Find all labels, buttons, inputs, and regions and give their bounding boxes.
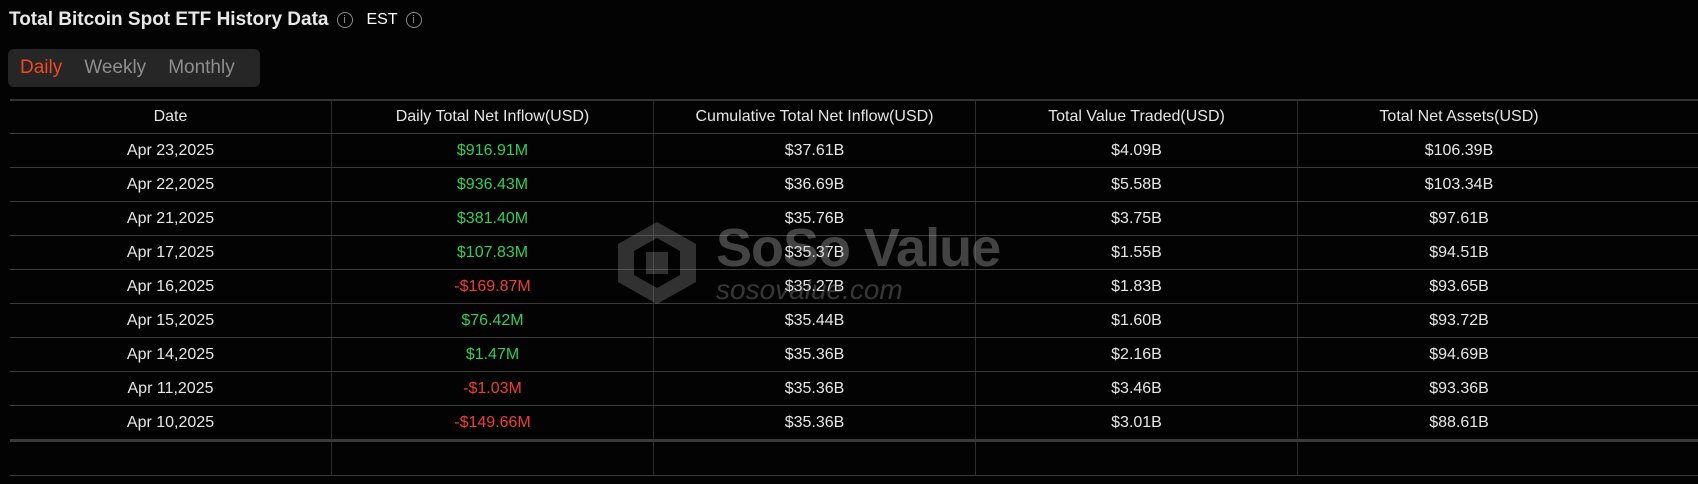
- table-row: Apr 11,2025 -$1.03M $35.36B $3.46B $93.36B: [10, 372, 1698, 406]
- cell-value-traded: $1.83B: [976, 270, 1298, 303]
- cell-date: Apr 17,2025: [10, 236, 332, 269]
- column-header-cumulative-net-inflow[interactable]: Cumulative Total Net Inflow(USD): [654, 101, 976, 133]
- timezone-label: EST: [366, 11, 398, 28]
- cell-value-traded: $3.46B: [976, 372, 1298, 405]
- cell-net-assets: $88.61B: [1429, 413, 1489, 431]
- table-row: Apr 23,2025 $916.91M $37.61B $4.09B $106.39B: [10, 134, 1698, 168]
- cell-value-traded: $4.09B: [976, 134, 1298, 167]
- table-cell: [654, 442, 976, 475]
- table-row: Apr 17,2025 $107.83M $35.37B $1.55B $94.51B: [10, 236, 1698, 270]
- table-cell: [1298, 442, 1620, 475]
- cell-date: Apr 23,2025: [10, 134, 332, 167]
- period-tabs: Daily Weekly Monthly: [8, 49, 260, 87]
- table-row: Apr 15,2025 $76.42M $35.44B $1.60B $93.72B: [10, 304, 1698, 338]
- cell-net-assets: $93.72B: [1429, 311, 1489, 329]
- table-cell: [332, 442, 654, 475]
- cell-daily-net-inflow: $76.42M: [332, 304, 654, 337]
- table-header-row: Date Daily Total Net Inflow(USD) Cumulat…: [10, 101, 1698, 134]
- cell-date: Apr 14,2025: [10, 338, 332, 371]
- cell-date: Apr 11,2025: [10, 372, 332, 405]
- cell-daily-net-inflow: $916.91M: [332, 134, 654, 167]
- cell-cumulative-net-inflow: $36.69B: [654, 168, 976, 201]
- cell-daily-net-inflow: $381.40M: [332, 202, 654, 235]
- etf-history-table: Date Daily Total Net Inflow(USD) Cumulat…: [10, 99, 1698, 476]
- cell-cumulative-net-inflow: $35.76B: [654, 202, 976, 235]
- cell-value-traded: $1.55B: [976, 236, 1298, 269]
- cell-net-assets: $103.34B: [1424, 175, 1494, 193]
- cell-daily-net-inflow: $936.43M: [332, 168, 654, 201]
- column-header-date[interactable]: Date: [10, 101, 332, 133]
- table-row: Apr 22,2025 $936.43M $36.69B $5.58B $103.34B: [10, 168, 1698, 202]
- cell-cumulative-net-inflow: $35.36B: [654, 406, 976, 439]
- table-row: Apr 16,2025 -$169.87M $35.27B $1.83B $93.65B: [10, 270, 1698, 304]
- tab-daily[interactable]: Daily: [20, 57, 63, 78]
- cell-daily-net-inflow: -$149.66M: [332, 406, 654, 439]
- cell-date: Apr 22,2025: [10, 168, 332, 201]
- table-cell: [10, 442, 332, 475]
- tab-monthly[interactable]: Monthly: [168, 57, 235, 78]
- cell-value-traded: $2.16B: [976, 338, 1298, 371]
- cell-cumulative-net-inflow: $35.37B: [654, 236, 976, 269]
- table-row: Apr 10,2025 -$149.66M $35.36B $3.01B $88.61B: [10, 406, 1698, 442]
- cell-value-traded: $1.60B: [976, 304, 1298, 337]
- cell-date: Apr 16,2025: [10, 270, 332, 303]
- cell-value-traded: $5.58B: [976, 168, 1298, 201]
- cell-cumulative-net-inflow: $35.44B: [654, 304, 976, 337]
- cell-date: Apr 15,2025: [10, 304, 332, 337]
- table-row: Apr 14,2025 $1.47M $35.36B $2.16B $94.69B: [10, 338, 1698, 372]
- cell-net-assets: $97.61B: [1429, 209, 1489, 227]
- cell-daily-net-inflow: $1.47M: [332, 338, 654, 371]
- info-icon[interactable]: i: [336, 12, 353, 28]
- cell-net-assets: $93.65B: [1429, 277, 1489, 295]
- cell-value-traded: $3.01B: [976, 406, 1298, 439]
- column-header-value-traded[interactable]: Total Value Traded(USD): [976, 101, 1298, 133]
- cell-date: Apr 21,2025: [10, 202, 332, 235]
- tab-weekly[interactable]: Weekly: [84, 57, 147, 78]
- column-header-daily-net-inflow[interactable]: Daily Total Net Inflow(USD): [332, 101, 654, 133]
- cell-daily-net-inflow: -$169.87M: [332, 270, 654, 303]
- cell-date: Apr 10,2025: [10, 406, 332, 439]
- cell-cumulative-net-inflow: $35.36B: [654, 372, 976, 405]
- table-cell: [976, 442, 1298, 475]
- cell-cumulative-net-inflow: $37.61B: [654, 134, 976, 167]
- cell-cumulative-net-inflow: $35.27B: [654, 270, 976, 303]
- cell-net-assets: $106.39B: [1424, 141, 1494, 159]
- cell-daily-net-inflow: -$1.03M: [332, 372, 654, 405]
- cell-net-assets: $93.36B: [1429, 379, 1489, 397]
- cell-value-traded: $3.75B: [976, 202, 1298, 235]
- page-title: Total Bitcoin Spot ETF History Data: [9, 9, 329, 30]
- cell-cumulative-net-inflow: $35.36B: [654, 338, 976, 371]
- cell-net-assets: $94.69B: [1429, 345, 1489, 363]
- table-row-partial: [10, 442, 1698, 476]
- column-header-net-assets[interactable]: Total Net Assets(USD): [1379, 108, 1539, 125]
- cell-net-assets: $94.51B: [1429, 243, 1489, 261]
- cell-daily-net-inflow: $107.83M: [332, 236, 654, 269]
- timezone-info-icon[interactable]: i: [405, 12, 422, 28]
- section-header: Total Bitcoin Spot ETF History Data i ES…: [9, 9, 422, 31]
- table-row: Apr 21,2025 $381.40M $35.76B $3.75B $97.61B: [10, 202, 1698, 236]
